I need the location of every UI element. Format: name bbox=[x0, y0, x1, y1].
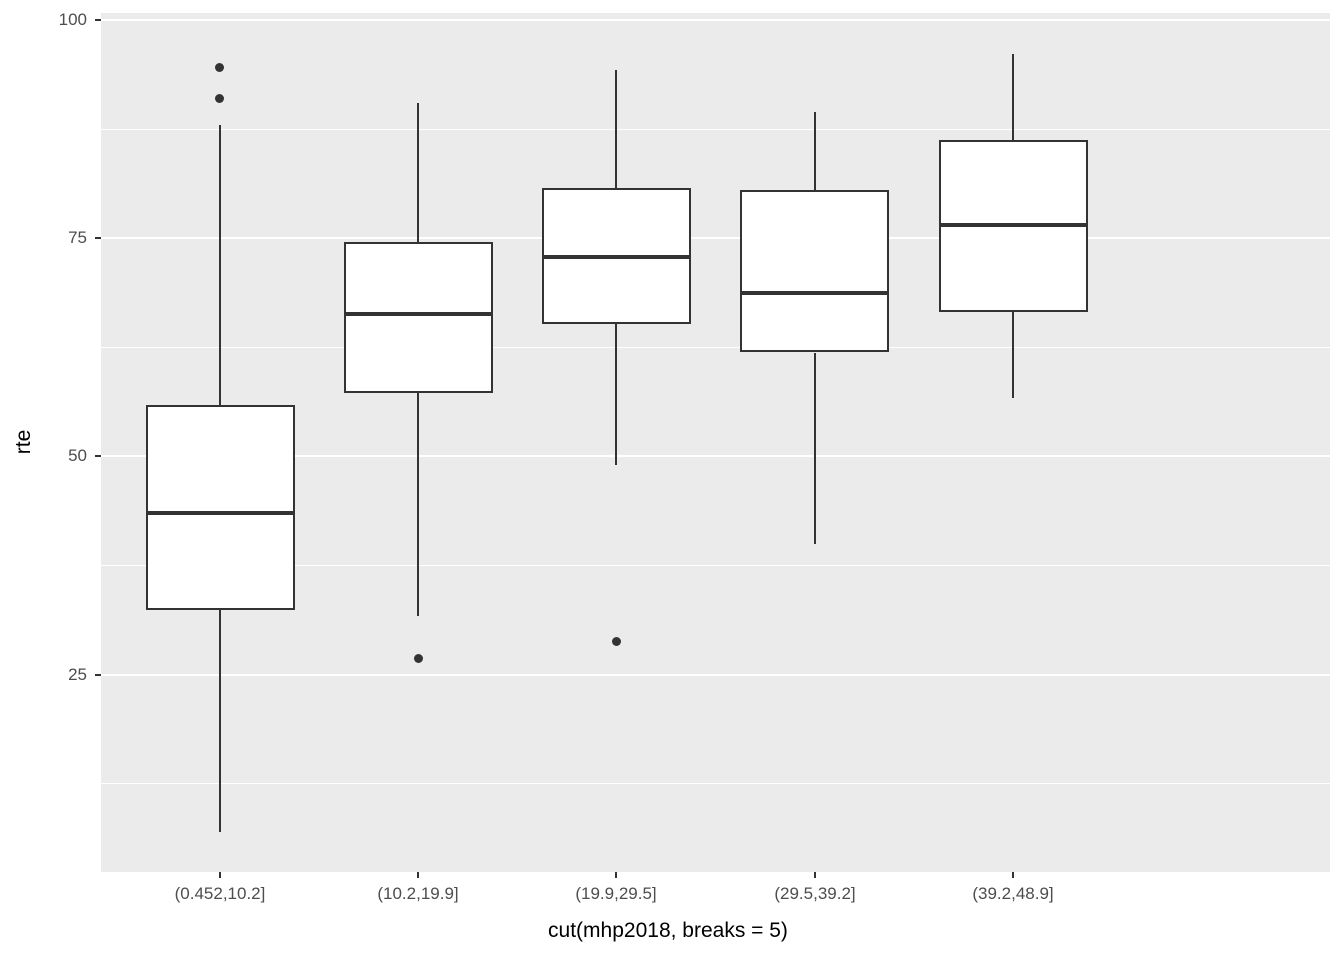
minor-gridline bbox=[101, 347, 1330, 348]
boxplot-box bbox=[740, 190, 889, 352]
y-tick-mark bbox=[95, 19, 101, 21]
x-tick-mark bbox=[417, 872, 419, 878]
x-tick-mark bbox=[814, 872, 816, 878]
whisker-upper bbox=[417, 103, 419, 242]
y-tick-mark bbox=[95, 455, 101, 457]
x-tick-mark bbox=[1012, 872, 1014, 878]
whisker-upper bbox=[814, 112, 816, 191]
y-tick-label: 25 bbox=[68, 665, 87, 684]
x-tick-label: (29.5,39.2] bbox=[774, 884, 856, 903]
whisker-lower bbox=[615, 324, 617, 465]
y-axis-title: rte bbox=[12, 429, 35, 455]
whisker-upper bbox=[1012, 54, 1014, 140]
major-gridline bbox=[101, 237, 1330, 239]
median-line bbox=[542, 255, 691, 259]
minor-gridline bbox=[101, 565, 1330, 566]
boxplot-box bbox=[146, 405, 295, 610]
median-line bbox=[939, 223, 1088, 227]
outlier-dot bbox=[215, 94, 224, 103]
median-line bbox=[740, 291, 889, 295]
y-tick-label: 50 bbox=[68, 446, 87, 465]
plot-panel bbox=[101, 13, 1330, 872]
major-gridline bbox=[101, 19, 1330, 21]
whisker-lower bbox=[1012, 312, 1014, 398]
median-line bbox=[344, 312, 493, 316]
outlier-dot bbox=[215, 63, 224, 72]
whisker-upper bbox=[615, 70, 617, 188]
major-gridline bbox=[101, 455, 1330, 457]
x-tick-mark bbox=[615, 872, 617, 878]
y-tick-label: 75 bbox=[68, 228, 87, 247]
x-tick-label: (10.2,19.9] bbox=[377, 884, 459, 903]
boxplot-box bbox=[344, 242, 493, 393]
x-tick-label: (0.452,10.2] bbox=[174, 884, 266, 903]
x-axis-title: cut(mhp2018, breaks = 5) bbox=[548, 919, 788, 942]
x-tick-label: (19.9,29.5] bbox=[575, 884, 657, 903]
whisker-lower bbox=[219, 610, 221, 832]
x-tick-label: (39.2,48.9] bbox=[972, 884, 1054, 903]
y-tick-mark bbox=[95, 237, 101, 239]
x-tick-mark bbox=[219, 872, 221, 878]
minor-gridline bbox=[101, 783, 1330, 784]
outlier-dot bbox=[612, 637, 621, 646]
whisker-lower bbox=[417, 393, 419, 616]
y-tick-label: 100 bbox=[58, 10, 87, 29]
whisker-lower bbox=[814, 353, 816, 544]
outlier-dot bbox=[414, 654, 423, 663]
minor-gridline bbox=[101, 129, 1330, 130]
major-gridline bbox=[101, 674, 1330, 676]
y-tick-mark bbox=[95, 674, 101, 676]
median-line bbox=[146, 511, 295, 515]
whisker-upper bbox=[219, 125, 221, 405]
